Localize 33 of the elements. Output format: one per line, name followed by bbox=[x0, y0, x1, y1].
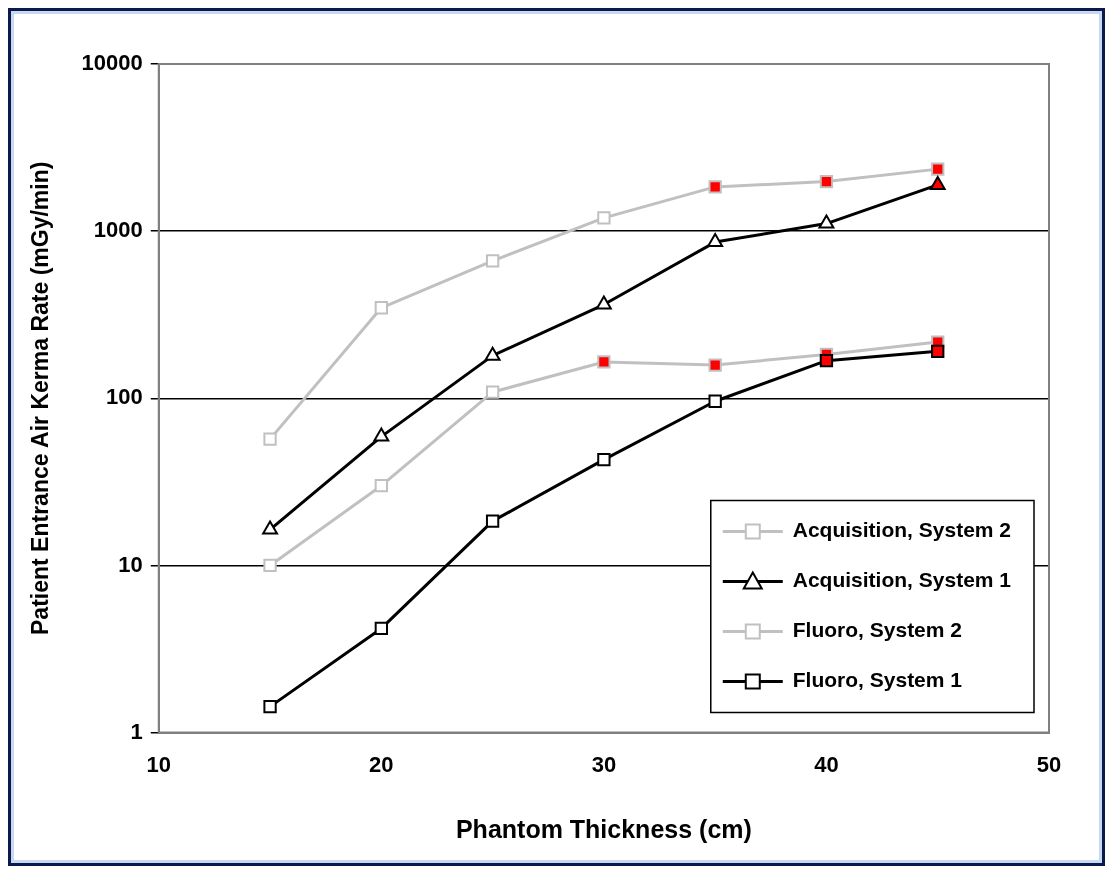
point bbox=[262, 520, 278, 535]
point bbox=[485, 254, 500, 268]
legend-label: Fluoro, System 2 bbox=[792, 618, 962, 642]
legend-label: Acquisition, System 2 bbox=[792, 518, 1012, 542]
point bbox=[597, 355, 611, 369]
point bbox=[484, 346, 501, 361]
legend-label: Acquisition, System 1 bbox=[792, 568, 1012, 592]
point bbox=[707, 233, 724, 248]
legend-label: Fluoro, System 1 bbox=[792, 668, 963, 692]
y-tick-label: 1000 bbox=[93, 217, 143, 243]
point bbox=[597, 211, 611, 225]
x-tick-label: 20 bbox=[369, 751, 394, 777]
x-tick-label: 50 bbox=[1036, 751, 1062, 777]
point bbox=[708, 358, 722, 372]
point bbox=[708, 394, 722, 408]
x-axis-title: Phantom Thickness (cm) bbox=[455, 814, 752, 843]
point bbox=[374, 301, 388, 315]
y-tick-label: 10 bbox=[118, 551, 143, 577]
y-axis-title: Patient Entrance Air Kerma Rate (mGy/min) bbox=[27, 161, 54, 635]
point bbox=[597, 452, 611, 467]
point bbox=[373, 427, 390, 442]
point bbox=[595, 295, 612, 310]
y-tick-label: 100 bbox=[106, 384, 143, 410]
point bbox=[818, 214, 835, 229]
x-tick-label: 10 bbox=[146, 751, 172, 777]
point bbox=[485, 514, 500, 528]
point bbox=[263, 699, 277, 714]
y-tick-label: 1 bbox=[130, 718, 143, 744]
point bbox=[263, 432, 277, 446]
x-tick-label: 30 bbox=[591, 751, 617, 777]
point bbox=[374, 621, 388, 636]
x-tick-label: 40 bbox=[814, 751, 839, 777]
y-tick-label: 10000 bbox=[81, 50, 143, 76]
